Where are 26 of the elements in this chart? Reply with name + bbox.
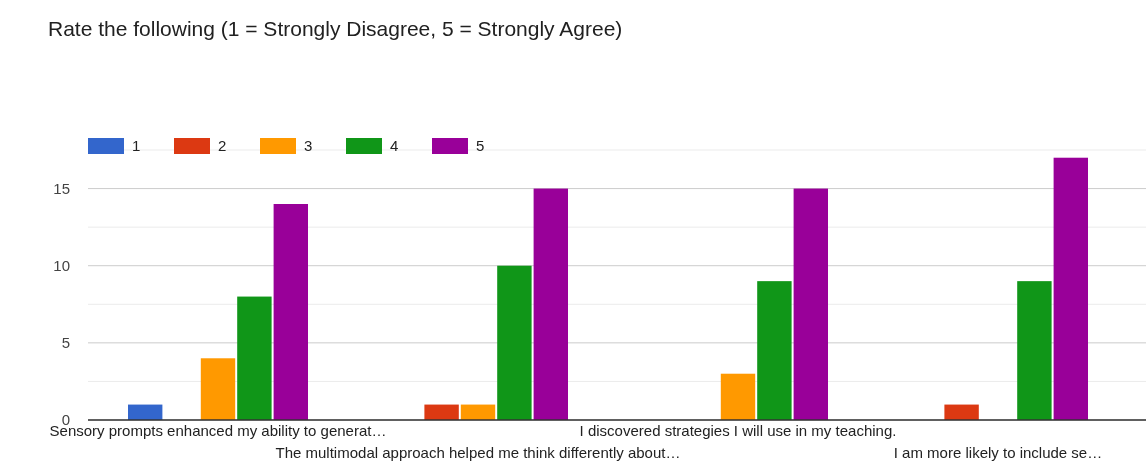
legend-label: 5 <box>476 137 485 155</box>
bar <box>533 188 568 420</box>
bar <box>460 404 496 420</box>
bar <box>1017 281 1052 420</box>
bar <box>1053 157 1088 420</box>
legend-label: 1 <box>132 137 141 155</box>
y-tick-label: 15 <box>53 179 70 197</box>
x-tick-label: I discovered strategies I will use in my teaching. <box>579 422 897 439</box>
bar <box>793 188 828 420</box>
bar <box>757 281 792 420</box>
bar <box>424 404 459 420</box>
y-tick-label: 10 <box>53 256 70 274</box>
bar <box>128 404 163 420</box>
x-tick-label: The multimodal approach helped me think differently about… <box>275 444 681 461</box>
legend-label: 3 <box>304 137 313 155</box>
bar <box>944 404 979 420</box>
legend-label: 2 <box>218 137 227 155</box>
bar <box>237 296 272 420</box>
chart-title: Rate the following (1 = Strongly Disagree, 5 = Strongly Agree) <box>48 17 623 40</box>
legend-label: 4 <box>390 137 399 155</box>
bar <box>273 204 308 420</box>
bar <box>200 358 236 420</box>
y-tick-label: 5 <box>61 334 70 352</box>
bar <box>497 265 532 420</box>
bar <box>720 373 756 420</box>
x-tick-label: I am more likely to include se… <box>893 444 1103 461</box>
